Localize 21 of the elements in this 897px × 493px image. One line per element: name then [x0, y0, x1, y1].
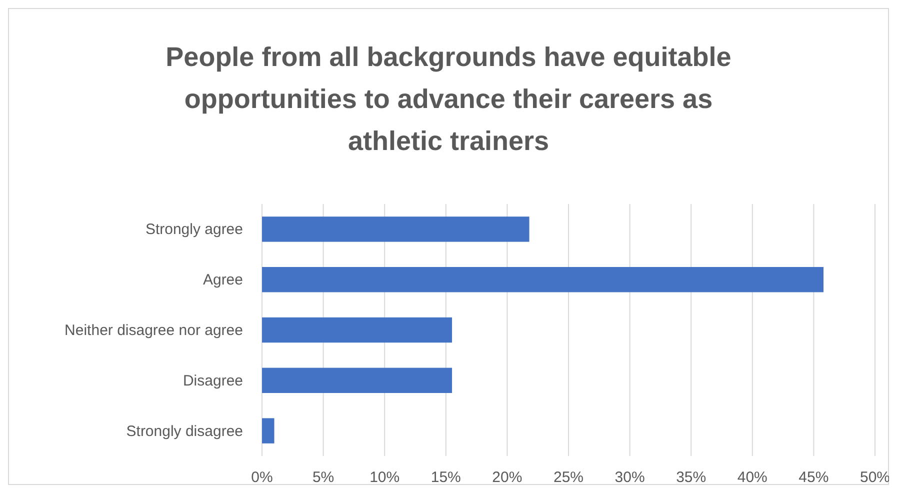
y-tick-label: Strongly agree: [145, 221, 243, 238]
bar: [262, 418, 274, 444]
x-tick-label: 35%: [676, 469, 706, 486]
x-tick-label: 10%: [370, 469, 400, 486]
y-tick-label: Strongly disagree: [126, 422, 243, 440]
y-tick-label: Disagree: [182, 372, 243, 390]
x-tick-label: 30%: [614, 469, 645, 486]
bar: [262, 317, 452, 343]
y-tick-label: Agree: [202, 272, 243, 289]
bar: [262, 216, 530, 242]
bar: [262, 368, 452, 393]
x-tick-label: 20%: [492, 469, 522, 486]
x-tick-label: 0%: [251, 469, 273, 486]
x-tick-label: 25%: [553, 469, 584, 486]
x-tick-label: 15%: [430, 469, 461, 486]
bar: [262, 267, 824, 292]
chart-title: People from all backgrounds have equitable opportunities to advance their careers as athletic trainers: [166, 42, 732, 156]
y-tick-label: Neither disagree nor agree: [64, 322, 243, 339]
x-tick-label: 45%: [798, 469, 829, 486]
x-tick-label: 5%: [312, 469, 334, 486]
x-tick-label: 40%: [737, 469, 768, 486]
